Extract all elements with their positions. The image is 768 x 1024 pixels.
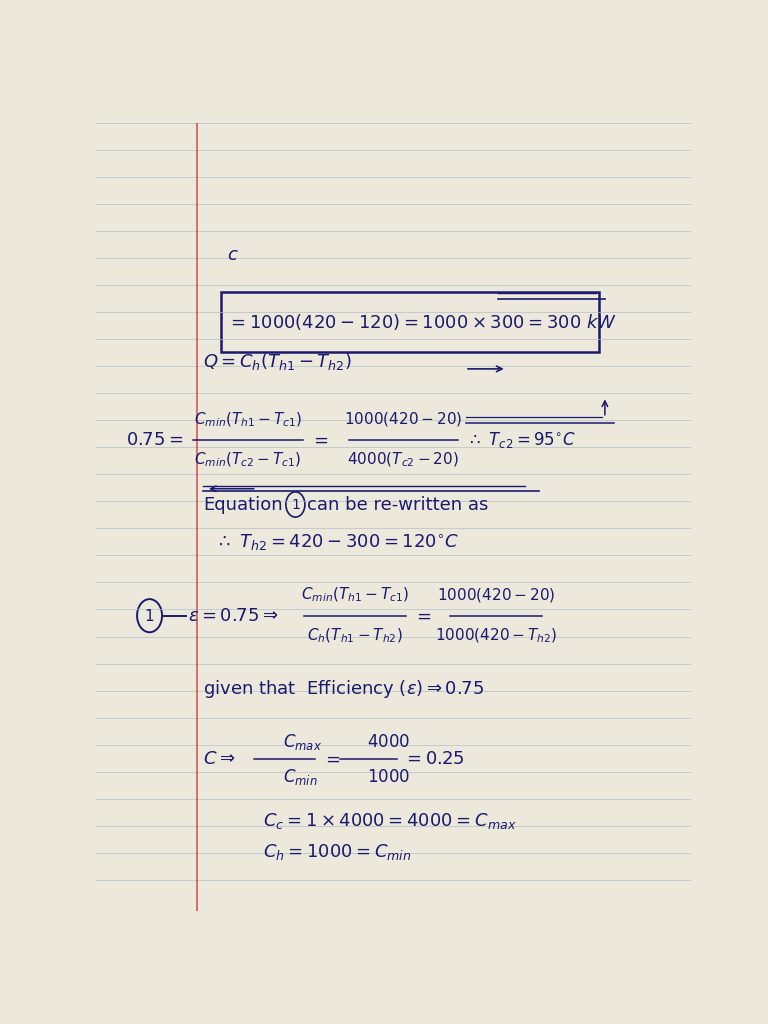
Text: $1000(420 - 20)$: $1000(420 - 20)$ (344, 411, 462, 428)
Text: $=$: $=$ (310, 431, 329, 449)
Text: Equation: Equation (203, 496, 283, 513)
Text: $C_{min}$: $C_{min}$ (283, 767, 318, 786)
Text: $=$: $=$ (323, 751, 341, 768)
Text: $C_c = 1\times4000 = 4000 = C_{max}$: $C_c = 1\times4000 = 4000 = C_{max}$ (263, 811, 516, 830)
Text: $\therefore\ T_{h2} = 420 - 300 = 120^{\circ}C$: $\therefore\ T_{h2} = 420 - 300 = 120^{\… (215, 532, 459, 553)
Text: $C_h = 1000 = C_{min}$: $C_h = 1000 = C_{min}$ (263, 842, 411, 862)
Text: given that  Efficiency $(\varepsilon) \Rightarrow 0.75$: given that Efficiency $(\varepsilon) \Ri… (203, 678, 484, 700)
Text: $C_{min}(T_{h1} - T_{c1})$: $C_{min}(T_{h1} - T_{c1})$ (301, 586, 409, 604)
Text: $= 0.25$: $= 0.25$ (402, 751, 464, 768)
Text: $C_{min}(T_{h1} - T_{c1})$: $C_{min}(T_{h1} - T_{c1})$ (194, 411, 302, 429)
Text: $4000(T_{c2} - 20)$: $4000(T_{c2} - 20)$ (347, 451, 459, 469)
Text: $C_h(T_{h1} - T_{h2})$: $C_h(T_{h1} - T_{h2})$ (307, 627, 402, 644)
Text: $1000(420 - T_{h2})$: $1000(420 - T_{h2})$ (435, 627, 558, 644)
Text: $0.75 =$: $0.75 =$ (126, 431, 183, 449)
Text: $=$: $=$ (413, 606, 432, 625)
Text: $C \Rightarrow$: $C \Rightarrow$ (203, 751, 236, 768)
Text: can be re-written as: can be re-written as (307, 496, 488, 513)
Text: $= 1000(420 - 120) = 1000\times 300 = 300\ kW$: $= 1000(420 - 120) = 1000\times 300 = 30… (227, 312, 617, 333)
Text: $C_{max}$: $C_{max}$ (283, 732, 323, 752)
Text: $Q = C_h(T_{h1} - T_{h2})$: $Q = C_h(T_{h1} - T_{h2})$ (203, 350, 352, 372)
Text: $\varepsilon = 0.75 \Rightarrow$: $\varepsilon = 0.75 \Rightarrow$ (188, 606, 279, 625)
Text: $1000$: $1000$ (367, 768, 410, 785)
Text: $\therefore\ T_{c2} = 95^{\circ}C$: $\therefore\ T_{c2} = 95^{\circ}C$ (466, 430, 576, 450)
Text: $4000$: $4000$ (367, 733, 410, 751)
Text: $1$: $1$ (144, 607, 154, 624)
Text: $C_{min}(T_{c2} - T_{c1})$: $C_{min}(T_{c2} - T_{c1})$ (194, 451, 302, 469)
Text: $1000(420 - 20)$: $1000(420 - 20)$ (437, 586, 555, 604)
Text: $1$: $1$ (290, 498, 300, 512)
Text: $c$: $c$ (227, 247, 239, 264)
